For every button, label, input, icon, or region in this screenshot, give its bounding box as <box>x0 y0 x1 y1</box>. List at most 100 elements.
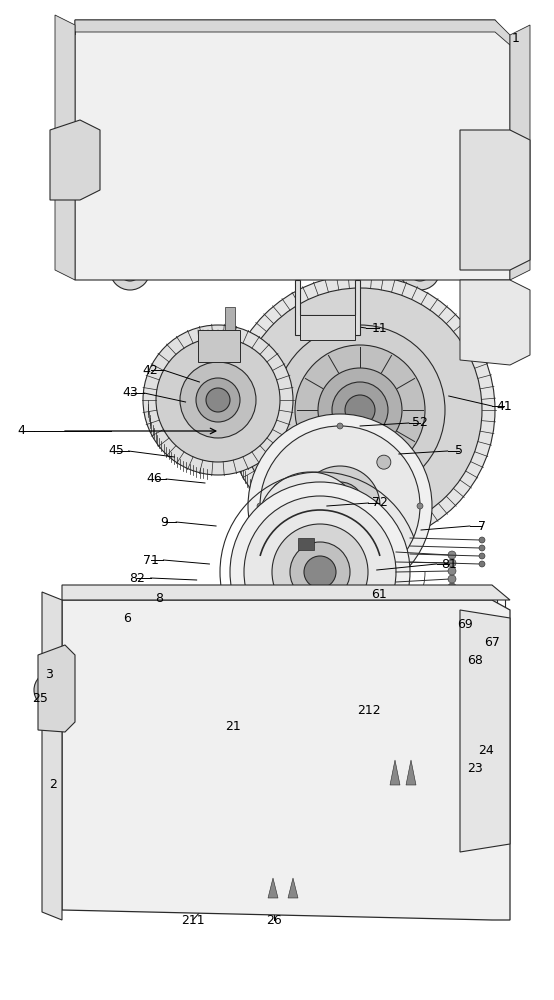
Circle shape <box>215 635 405 825</box>
Bar <box>465 215 479 245</box>
Polygon shape <box>50 120 100 200</box>
Circle shape <box>260 426 420 586</box>
Text: 52: 52 <box>412 416 428 430</box>
Circle shape <box>74 814 150 890</box>
Polygon shape <box>268 878 278 898</box>
Circle shape <box>230 105 330 205</box>
Circle shape <box>337 583 343 589</box>
Circle shape <box>180 362 256 438</box>
Text: 6: 6 <box>124 611 131 624</box>
Circle shape <box>275 325 445 495</box>
Polygon shape <box>62 600 510 920</box>
Polygon shape <box>198 330 240 362</box>
Circle shape <box>249 626 261 638</box>
Circle shape <box>248 414 432 598</box>
Circle shape <box>244 496 396 648</box>
Text: 5: 5 <box>455 444 463 458</box>
Bar <box>483 215 497 245</box>
Circle shape <box>210 85 350 225</box>
Polygon shape <box>55 15 75 280</box>
Circle shape <box>175 50 385 260</box>
Polygon shape <box>460 610 510 852</box>
Circle shape <box>86 826 138 878</box>
Circle shape <box>76 618 200 742</box>
Polygon shape <box>42 592 62 920</box>
Circle shape <box>108 650 168 710</box>
Text: 3: 3 <box>45 668 53 680</box>
Circle shape <box>100 732 156 788</box>
Text: 24: 24 <box>479 744 494 756</box>
Text: 81: 81 <box>441 558 456 570</box>
Circle shape <box>122 664 154 696</box>
Circle shape <box>404 838 432 866</box>
Circle shape <box>479 537 485 543</box>
Circle shape <box>479 561 485 567</box>
Circle shape <box>380 814 456 890</box>
Circle shape <box>225 275 495 545</box>
Circle shape <box>304 626 316 638</box>
Circle shape <box>188 63 372 247</box>
Circle shape <box>316 482 364 530</box>
Polygon shape <box>406 760 416 785</box>
Circle shape <box>272 524 368 620</box>
Circle shape <box>332 382 388 438</box>
Bar <box>294 882 339 912</box>
Text: 7: 7 <box>478 520 486 532</box>
Circle shape <box>337 423 343 429</box>
Circle shape <box>63 148 87 172</box>
Circle shape <box>448 551 456 559</box>
Circle shape <box>258 472 362 576</box>
Polygon shape <box>460 280 530 365</box>
Circle shape <box>417 503 423 509</box>
Polygon shape <box>75 20 510 45</box>
Circle shape <box>349 559 363 573</box>
Text: 46: 46 <box>147 473 162 486</box>
Circle shape <box>142 172 178 208</box>
Circle shape <box>119 259 141 281</box>
Circle shape <box>345 395 375 425</box>
Circle shape <box>113 745 143 775</box>
Polygon shape <box>38 645 75 732</box>
Circle shape <box>42 680 62 700</box>
Text: 23: 23 <box>468 762 483 774</box>
Polygon shape <box>75 20 510 280</box>
Circle shape <box>194 626 206 638</box>
Circle shape <box>98 838 126 866</box>
Circle shape <box>304 556 336 588</box>
Polygon shape <box>460 130 530 270</box>
Circle shape <box>257 503 263 509</box>
Text: 68: 68 <box>468 654 483 666</box>
Circle shape <box>479 553 485 559</box>
Circle shape <box>318 368 402 452</box>
Circle shape <box>290 542 350 602</box>
Text: 211: 211 <box>181 914 204 926</box>
Text: 61: 61 <box>371 587 387 600</box>
Text: 42: 42 <box>143 363 158 376</box>
Circle shape <box>300 466 380 546</box>
Circle shape <box>156 338 280 462</box>
Text: 2: 2 <box>49 778 57 790</box>
Polygon shape <box>295 280 360 335</box>
Circle shape <box>479 545 485 551</box>
Circle shape <box>90 632 186 728</box>
Circle shape <box>206 388 230 412</box>
Circle shape <box>252 127 308 183</box>
Text: 9: 9 <box>160 516 168 528</box>
Circle shape <box>400 250 440 290</box>
Polygon shape <box>300 315 355 340</box>
Text: 69: 69 <box>458 617 473 631</box>
Text: 72: 72 <box>372 496 387 510</box>
Text: 41: 41 <box>496 399 512 412</box>
Circle shape <box>86 718 170 802</box>
Text: 11: 11 <box>372 322 387 334</box>
Bar <box>501 215 515 245</box>
Circle shape <box>273 483 287 497</box>
Circle shape <box>448 559 456 567</box>
Circle shape <box>198 618 422 842</box>
Circle shape <box>359 626 371 638</box>
Text: 25: 25 <box>32 692 48 704</box>
Circle shape <box>150 180 170 200</box>
Circle shape <box>272 486 348 562</box>
Bar <box>225 307 235 335</box>
Circle shape <box>448 575 456 583</box>
